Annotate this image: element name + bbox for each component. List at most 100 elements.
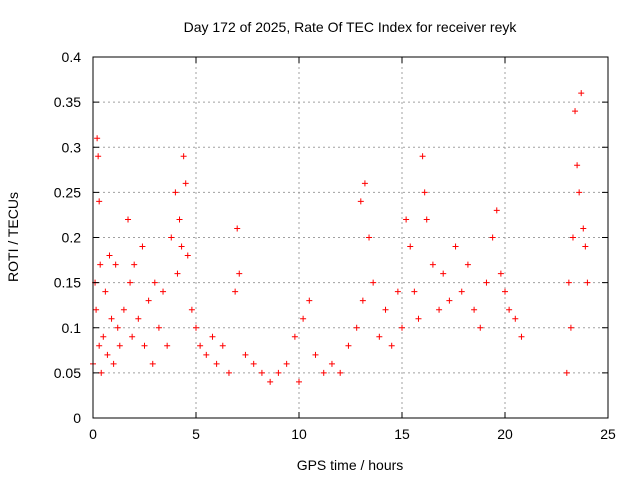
data-point [197, 342, 204, 349]
y-tick-label: 0.1 [62, 320, 82, 336]
data-point [116, 342, 123, 349]
data-point [328, 360, 335, 367]
data-point [145, 297, 152, 304]
data-point [572, 108, 579, 115]
data-point [182, 180, 189, 187]
data-point [102, 288, 109, 295]
data-point [95, 153, 102, 160]
data-point [518, 333, 525, 340]
grid-lines [93, 57, 608, 418]
data-point [436, 306, 443, 313]
data-point [388, 342, 395, 349]
data-point [407, 243, 414, 250]
data-point [440, 270, 447, 277]
y-tick-label: 0 [73, 410, 81, 426]
x-tick-label: 25 [600, 426, 616, 442]
x-tick-label: 5 [192, 426, 200, 442]
x-tick-label: 0 [89, 426, 97, 442]
data-point [584, 279, 591, 286]
data-point [458, 288, 465, 295]
data-point [172, 189, 179, 196]
data-point [452, 243, 459, 250]
data-point [174, 270, 181, 277]
data-point [139, 243, 146, 250]
data-point [120, 306, 127, 313]
y-tick-label: 0.4 [62, 49, 82, 65]
data-point [312, 351, 319, 358]
data-point [168, 234, 175, 241]
data-point [151, 279, 158, 286]
data-point [160, 288, 167, 295]
data-point [149, 360, 156, 367]
data-point [135, 315, 142, 322]
data-point [106, 252, 113, 259]
data-point [497, 270, 504, 277]
data-point [131, 261, 138, 268]
data-point [483, 279, 490, 286]
data-point [411, 288, 418, 295]
data-point [415, 315, 422, 322]
x-tick-label: 10 [291, 426, 307, 442]
data-points [90, 90, 591, 385]
y-tick-label: 0.25 [54, 184, 81, 200]
y-axis-ticks: 0 0.05 0.1 0.15 0.2 0.25 0.3 0.35 0.4 [54, 49, 608, 426]
data-point [164, 342, 171, 349]
data-point [403, 216, 410, 223]
data-point [580, 225, 587, 232]
data-point [232, 288, 239, 295]
x-tick-label: 15 [394, 426, 410, 442]
chart-title: Day 172 of 2025, Rate Of TEC Index for r… [184, 19, 518, 35]
data-point [567, 324, 574, 331]
data-point [129, 333, 136, 340]
data-point [300, 315, 307, 322]
data-point [203, 351, 210, 358]
data-point [193, 324, 199, 331]
data-point [114, 324, 121, 331]
data-point [306, 297, 313, 304]
data-point [419, 153, 426, 160]
data-point [104, 351, 111, 358]
data-point [574, 162, 581, 169]
data-point [345, 342, 352, 349]
data-point [176, 216, 183, 223]
data-point [155, 324, 162, 331]
data-point [578, 90, 585, 97]
data-point [423, 216, 430, 223]
data-point [493, 207, 500, 214]
data-point [376, 333, 383, 340]
data-point [250, 360, 257, 367]
data-point [267, 378, 274, 385]
data-point [100, 333, 107, 340]
data-point [93, 306, 100, 313]
data-point [357, 198, 364, 205]
data-point [576, 189, 583, 196]
data-point [370, 279, 377, 286]
data-point [563, 369, 570, 376]
data-point [180, 153, 187, 160]
data-point [569, 234, 576, 241]
data-point [98, 369, 105, 376]
data-point [213, 360, 220, 367]
data-point [361, 180, 368, 187]
data-point [141, 342, 148, 349]
data-point [219, 342, 226, 349]
data-point [506, 306, 513, 313]
data-point [236, 270, 243, 277]
data-point [184, 252, 191, 259]
data-point [275, 369, 282, 376]
data-point [125, 216, 132, 223]
data-point [565, 279, 572, 286]
y-tick-label: 0.3 [62, 139, 82, 155]
data-point [110, 360, 117, 367]
data-point [502, 288, 508, 295]
data-point [291, 333, 298, 340]
data-point [209, 333, 216, 340]
y-tick-label: 0.05 [54, 365, 81, 381]
data-point [320, 369, 327, 376]
data-point [353, 324, 360, 331]
x-axis-label: GPS time / hours [297, 457, 404, 473]
y-tick-label: 0.35 [54, 94, 81, 110]
y-tick-label: 0.15 [54, 275, 81, 291]
data-point [366, 234, 373, 241]
